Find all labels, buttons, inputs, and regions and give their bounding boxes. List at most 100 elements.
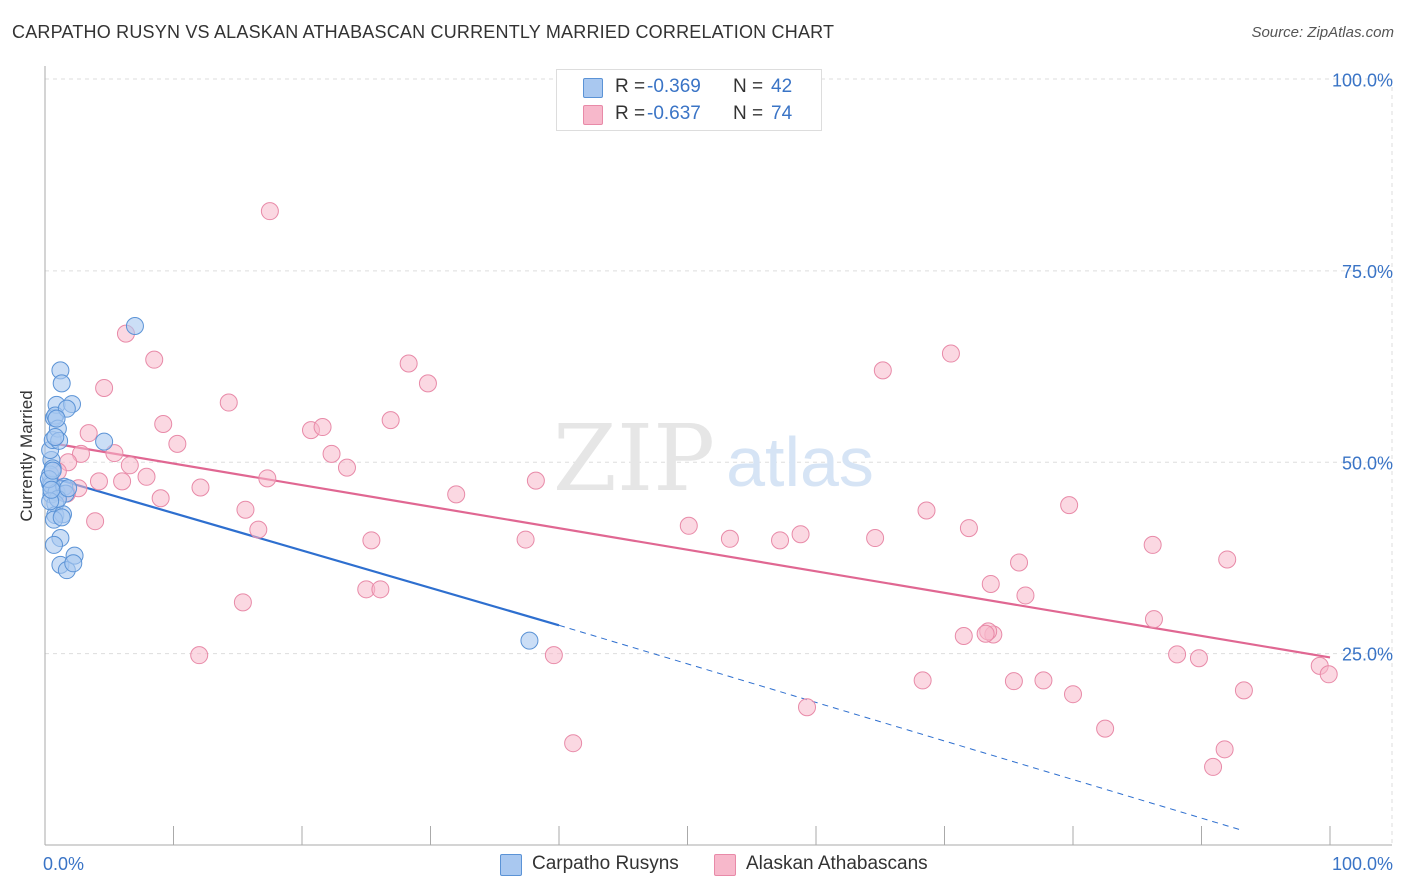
- data-point-athabascan: [798, 698, 817, 717]
- data-point-athabascan: [168, 434, 187, 453]
- legend-item-alaskan-athabascans[interactable]: Alaskan Athabascans: [714, 852, 954, 876]
- data-point-carpatho: [64, 554, 83, 573]
- data-point-carpatho: [43, 461, 62, 480]
- data-point-carpatho: [59, 479, 78, 498]
- legend-label-athabascan: Alaskan Athabascans: [746, 853, 928, 874]
- data-point-athabascan: [260, 202, 279, 221]
- watermark-zip: ZIP: [553, 405, 715, 512]
- data-point-athabascan: [866, 529, 885, 548]
- data-point-athabascan: [771, 531, 790, 550]
- data-point-athabascan: [322, 444, 341, 463]
- stats-swatch-athabascan: [583, 105, 603, 125]
- data-point-athabascan: [371, 580, 390, 599]
- data-point-athabascan: [1319, 665, 1338, 684]
- data-point-athabascan: [1189, 649, 1208, 668]
- y-tick-label: 100.0%: [1332, 71, 1393, 91]
- data-point-carpatho: [52, 508, 71, 527]
- data-point-athabascan: [1143, 535, 1162, 554]
- data-point-athabascan: [873, 361, 892, 380]
- data-point-athabascan: [89, 472, 108, 491]
- data-point-athabascan: [1010, 553, 1029, 572]
- y-tick-label: 75.0%: [1342, 262, 1393, 282]
- data-point-athabascan: [95, 378, 114, 397]
- legend-swatch-athabascan: [714, 854, 736, 876]
- data-point-athabascan: [191, 478, 210, 497]
- data-point-athabascan: [1064, 685, 1082, 704]
- data-point-athabascan: [1168, 645, 1187, 664]
- data-points: [39, 202, 1338, 776]
- data-point-athabascan: [145, 350, 164, 369]
- data-point-athabascan: [418, 374, 437, 393]
- data-point-athabascan: [151, 489, 170, 508]
- stats-n-label: N =: [733, 76, 764, 97]
- watermark: ZIP atlas: [553, 405, 874, 512]
- correlation-stats-box: R = -0.369 N = 42 R = -0.637 N = 74: [556, 69, 822, 131]
- data-point-athabascan: [1144, 610, 1163, 629]
- x-tick-label: 0.0%: [43, 854, 84, 874]
- data-point-athabascan: [137, 467, 156, 486]
- legend-item-carpatho-rusyns[interactable]: Carpatho Rusyns: [500, 852, 700, 876]
- data-point-athabascan: [516, 530, 535, 549]
- data-point-carpatho: [125, 316, 144, 335]
- data-point-athabascan: [679, 516, 698, 535]
- data-point-athabascan: [154, 414, 173, 433]
- data-point-athabascan: [399, 354, 418, 373]
- data-point-athabascan: [362, 531, 381, 550]
- data-point-carpatho: [95, 432, 114, 451]
- y-tick-label: 25.0%: [1342, 645, 1393, 665]
- data-point-athabascan: [954, 627, 973, 646]
- stats-r-value: -0.369: [647, 76, 701, 97]
- data-point-athabascan: [86, 512, 105, 531]
- data-point-athabascan: [913, 671, 932, 690]
- data-point-athabascan: [1096, 719, 1115, 738]
- tick-labels: 25.0% 50.0% 75.0% 100.0% 0.0% 100.0%: [43, 71, 1393, 875]
- data-point-athabascan: [79, 424, 98, 443]
- data-point-athabascan: [233, 593, 252, 612]
- data-point-athabascan: [976, 624, 995, 643]
- data-point-athabascan: [105, 444, 124, 463]
- data-point-carpatho: [44, 535, 63, 554]
- data-point-carpatho: [52, 374, 71, 393]
- data-point-athabascan: [1060, 496, 1079, 515]
- data-point-athabascan: [1016, 586, 1035, 605]
- data-point-athabascan: [236, 500, 255, 519]
- chart-title: CARPATHO RUSYN VS ALASKAN ATHABASCAN CUR…: [12, 22, 835, 42]
- data-point-carpatho: [46, 427, 65, 446]
- data-point-athabascan: [219, 393, 238, 412]
- data-point-athabascan: [544, 646, 563, 665]
- data-point-athabascan: [917, 501, 936, 520]
- stats-r-label: R =: [615, 76, 646, 97]
- stats-row-carpatho: R = -0.369 N = 42: [557, 74, 821, 100]
- data-point-athabascan: [1218, 550, 1237, 569]
- stats-n-label: N =: [733, 103, 764, 124]
- data-point-athabascan: [190, 646, 209, 665]
- data-point-carpatho: [520, 631, 539, 650]
- data-point-athabascan: [1204, 757, 1223, 776]
- data-point-athabascan: [526, 471, 545, 490]
- data-point-athabascan: [1034, 671, 1053, 690]
- data-point-athabascan: [249, 520, 268, 539]
- stats-n-value: 42: [771, 76, 793, 97]
- data-point-athabascan: [959, 519, 978, 538]
- source-note: Source: ZipAtlas.com: [1251, 24, 1394, 41]
- data-point-athabascan: [1004, 672, 1023, 691]
- stats-r-value: -0.637: [647, 103, 701, 124]
- data-point-carpatho: [47, 409, 66, 428]
- stats-r-label: R =: [615, 103, 646, 124]
- data-point-athabascan: [113, 472, 132, 491]
- data-point-athabascan: [1234, 681, 1253, 700]
- data-point-athabascan: [564, 734, 583, 753]
- data-point-athabascan: [791, 525, 810, 544]
- x-tick-label: 100.0%: [1332, 854, 1393, 874]
- data-point-athabascan: [381, 411, 400, 430]
- trend-line-carpatho-extension: [558, 624, 1241, 831]
- data-point-athabascan: [1215, 740, 1234, 759]
- axes: [44, 66, 1392, 846]
- trend-line-carpatho: [51, 476, 560, 627]
- legend-swatch-carpatho: [500, 854, 522, 876]
- stats-swatch-carpatho: [583, 78, 603, 98]
- data-point-athabascan: [941, 344, 960, 363]
- gridlines: [45, 78, 1393, 845]
- data-point-athabascan: [337, 458, 356, 477]
